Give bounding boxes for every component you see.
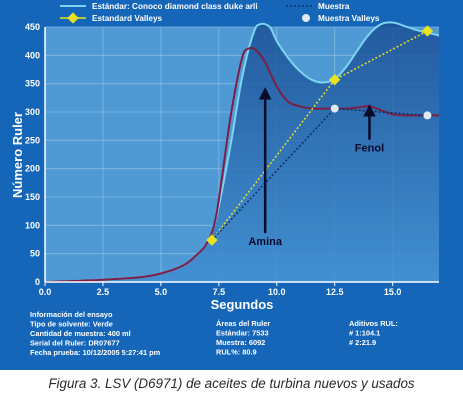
info-middle-line: Áreas del Ruler — [216, 319, 270, 328]
legend-estandar-label: Estándar: Conoco diamond class duke arli — [92, 2, 258, 11]
y-tick-label: 300 — [25, 107, 40, 117]
y-tick-label: 50 — [30, 249, 40, 259]
info-left-line: Serial del Ruler: DR07677 — [30, 339, 120, 348]
info-left-line: Cantidad de muestra: 400 ml — [30, 329, 131, 338]
info-right-line: # 2:21.9 — [349, 338, 376, 347]
info-middle-line: RUL%: 80.9 — [216, 348, 257, 357]
x-tick-label: 10.0 — [268, 287, 286, 297]
legend-estandar-valleys-label: Estandard Valleys — [92, 14, 163, 23]
annotation-label: Amina — [248, 236, 283, 248]
y-tick-label: 350 — [25, 79, 40, 89]
estandar-valley-marker — [206, 234, 218, 246]
y-axis-label: Número Ruler — [10, 112, 25, 198]
info-left-line: Fecha prueba: 10/12/2005 5:27:41 pm — [30, 348, 161, 357]
figure-caption: Figura 3. LSV (D6971) de aceites de turb… — [48, 376, 415, 391]
x-tick-label: 2.5 — [97, 287, 110, 297]
y-tick-label: 200 — [25, 164, 40, 174]
chart-figure: Estándar: Conoco diamond class duke arli… — [0, 0, 463, 370]
info-middle-line: Estándar: 7533 — [216, 329, 269, 338]
info-right-line: # 1:104.1 — [349, 329, 380, 338]
x-tick-label: 5.0 — [155, 287, 168, 297]
legend-muestra-label: Muestra — [318, 2, 350, 11]
y-tick-label: 450 — [25, 22, 40, 32]
x-axis-label: Segundos — [211, 297, 274, 312]
y-tick-label: 150 — [25, 192, 40, 202]
muestra-line — [44, 46, 439, 283]
legend: Estándar: Conoco diamond class duke arli… — [60, 2, 380, 24]
x-tick-label: 7.5 — [213, 287, 226, 297]
annotation-label: Fenol — [355, 143, 384, 155]
muestra-valley-marker — [330, 104, 339, 113]
legend-estandar-valleys-marker — [67, 12, 79, 24]
info-left-line: Información del ensayo — [30, 310, 113, 319]
x-tick-label: 0.0 — [39, 287, 52, 297]
info-right-line: Aditivos RUL: — [349, 319, 398, 328]
info-middle-line: Muestra: 6092 — [216, 338, 265, 347]
y-tick-label: 400 — [25, 50, 40, 60]
y-tick-label: 0 — [35, 277, 40, 287]
legend-muestra-valleys-marker — [302, 14, 310, 22]
y-tick-label: 100 — [25, 220, 40, 230]
muestra-valley-marker — [423, 111, 432, 120]
annotations: Amina Fenol — [248, 87, 384, 248]
x-ticks: 0.0 2.5 5.0 7.5 10.0 12.5 15.0 — [39, 282, 402, 297]
x-tick-label: 12.5 — [326, 287, 344, 297]
estandar-area — [45, 22, 439, 283]
muestra-valleys-line — [211, 107, 428, 241]
x-tick-label: 15.0 — [384, 287, 402, 297]
info-left-line: Tipo de solvente: Verde — [30, 320, 113, 329]
y-tick-label: 250 — [25, 135, 40, 145]
legend-muestra-valleys-label: Muestra Valleys — [318, 14, 380, 23]
y-ticks: 0 50 100 150 200 250 300 350 400 450 — [25, 22, 40, 287]
chart-svg: Estándar: Conoco diamond class duke arli… — [10, 2, 440, 357]
